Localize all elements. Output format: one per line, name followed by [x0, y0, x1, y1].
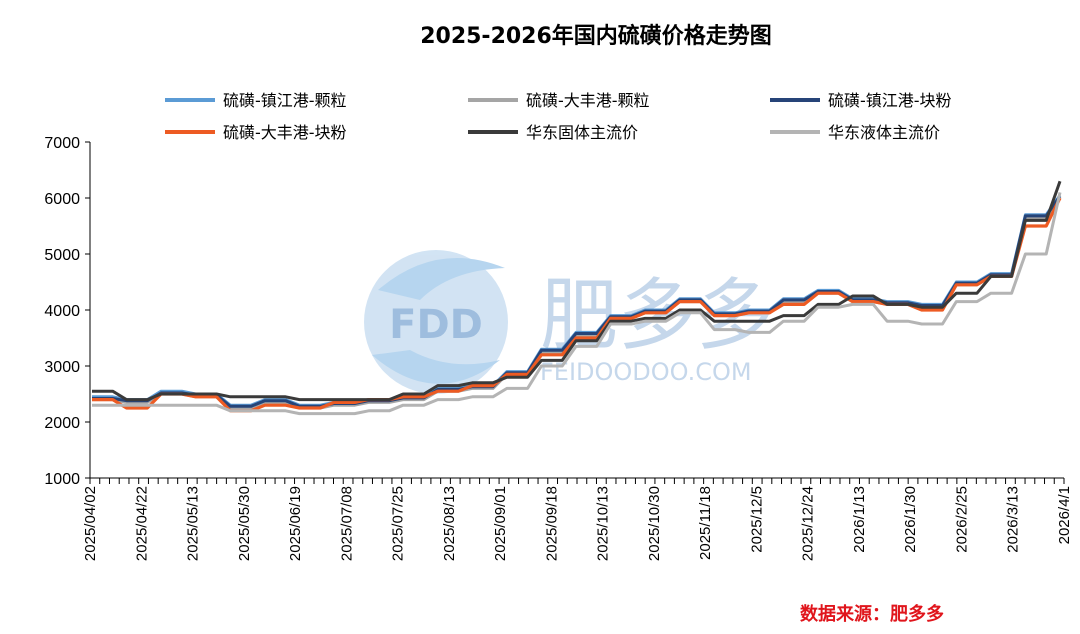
legend-entry: 硫磺-镇江港-颗粒: [223, 91, 347, 110]
x-tick-label: 2025/05/30: [236, 486, 253, 561]
legend-entry: 硫磺-大丰港-颗粒: [526, 91, 650, 110]
y-tick-label: 7000: [44, 135, 80, 152]
axes: 1000 2000 3000 4000 5000 6000 7000 2025/04/02 20…: [44, 135, 1073, 561]
x-tick-label: 2026/1/30: [902, 486, 919, 553]
series-line: [92, 195, 1062, 408]
x-tick-label: 2025/10/30: [646, 486, 663, 561]
y-tick-label: 5000: [44, 247, 80, 264]
watermark-logo-text: FDD: [389, 302, 483, 348]
x-tick-label: 2026/4/1: [1056, 486, 1073, 544]
x-tick-label: 2025/07/25: [390, 486, 407, 561]
x-tick-label: 2026/3/13: [1005, 486, 1022, 553]
watermark: FDD 肥多多 FEIDOODOO.COM: [364, 250, 774, 394]
x-tick-label: 2025/12/5: [748, 486, 765, 553]
series-line: [92, 192, 1062, 416]
series-line: [92, 180, 1062, 402]
y-tick-label: 4000: [44, 303, 80, 320]
x-tick-label: 2025/08/13: [441, 486, 458, 561]
legend-entry: 硫磺-镇江港-块粉: [828, 91, 952, 110]
y-tick-label: 3000: [44, 359, 80, 376]
series-layer: [92, 180, 1062, 416]
y-tick-label: 1000: [44, 471, 80, 488]
legend-entry: 华东固体主流价: [526, 123, 638, 142]
legend-entry: 硫磺-大丰港-块粉: [223, 123, 347, 142]
x-tick-label: 2025/09/18: [543, 486, 560, 561]
x-tick-label: 2025/10/13: [595, 486, 612, 561]
x-tick-label: 2025/09/01: [492, 486, 509, 561]
y-tick-label: 6000: [44, 191, 80, 208]
x-tick-label: 2025/05/13: [185, 486, 202, 561]
x-tick-label: 2025/04/22: [133, 486, 150, 561]
x-tick-label: 2025/04/02: [82, 486, 99, 561]
y-tick-label: 2000: [44, 415, 80, 432]
x-tick-label: 2025/11/18: [697, 486, 714, 560]
x-tick-label: 2025/06/19: [287, 486, 304, 561]
source-note: 数据来源：肥多多: [800, 603, 944, 625]
legend-entry: 华东液体主流价: [828, 123, 940, 142]
x-tick-label: 2026/2/25: [953, 486, 970, 553]
chart-title: 2025-2026年国内硫磺价格走势图: [420, 23, 772, 49]
x-tick-label: 2025/07/08: [338, 486, 355, 561]
watermark-logo-icon: [364, 250, 508, 394]
x-tick-label: 2025/12/24: [800, 486, 817, 561]
x-tick-label: 2026/1/13: [851, 486, 868, 553]
watermark-brand-en: FEIDOODOO.COM: [540, 358, 752, 386]
